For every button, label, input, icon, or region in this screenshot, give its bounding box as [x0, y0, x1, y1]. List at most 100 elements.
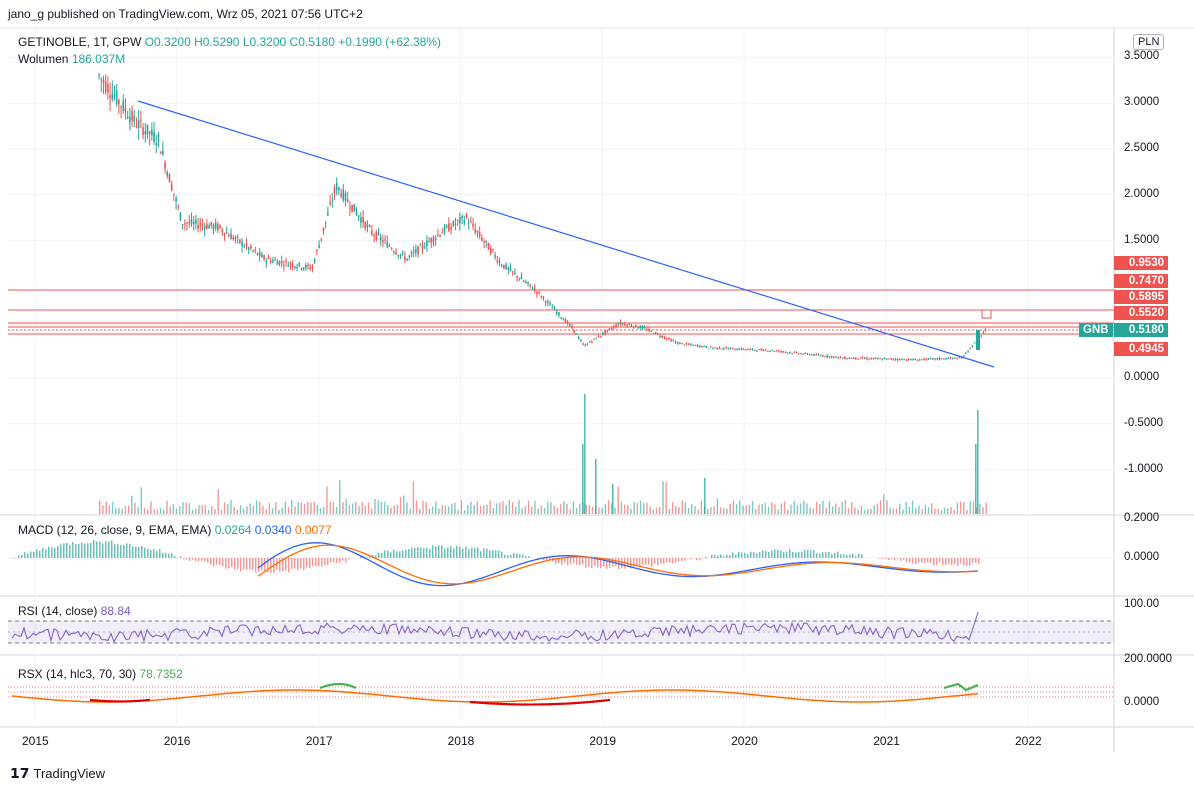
- candle-body: [298, 262, 301, 266]
- macd-bar: [975, 558, 977, 563]
- candle-body: [984, 329, 987, 331]
- volume-bar: [601, 508, 603, 514]
- macd-bar: [57, 545, 59, 558]
- symbol-name[interactable]: GETINOBLE, 1T, GPW: [18, 35, 142, 49]
- candle-body: [912, 359, 914, 361]
- candle-body: [129, 116, 131, 123]
- macd-bar: [129, 543, 131, 558]
- macd-bar: [510, 554, 512, 558]
- candle-body: [126, 116, 129, 119]
- candle-body: [219, 225, 221, 228]
- candle-body: [296, 266, 298, 269]
- candle-body: [261, 254, 263, 258]
- candle-body: [190, 219, 193, 224]
- volume-bar: [847, 508, 850, 514]
- volume-bar: [483, 505, 485, 514]
- rsx-axis-label: 200.0000: [1124, 653, 1172, 665]
- candle-body: [153, 132, 155, 142]
- candle-body: [309, 267, 312, 270]
- macd-bar: [75, 544, 77, 558]
- volume-bar: [348, 504, 351, 514]
- price-axis-label: -1.0000: [1124, 462, 1164, 475]
- macd-bar: [435, 546, 437, 558]
- volume-bar: [463, 509, 466, 514]
- candle-body: [223, 233, 226, 236]
- macd-bar: [108, 541, 110, 558]
- macd-bar: [903, 558, 905, 560]
- symbol-tag: GNB: [1079, 323, 1113, 337]
- volume-bar: [207, 509, 210, 514]
- volume-bar: [678, 507, 680, 514]
- candle-body: [485, 240, 488, 243]
- macd-bar: [45, 549, 47, 558]
- tradingview-logo[interactable]: 𝟭𝟳 TradingView: [10, 765, 105, 782]
- volume-bar: [905, 501, 907, 514]
- macd-bar: [303, 558, 305, 571]
- rsx-value: 78.7352: [139, 667, 183, 681]
- macd-bar: [492, 550, 494, 558]
- candle-body: [947, 358, 950, 360]
- macd-bar: [117, 543, 119, 558]
- macd-bar: [594, 558, 596, 566]
- open-value: O0.3200: [144, 35, 191, 49]
- candle-body: [98, 74, 100, 76]
- volume-bar: [761, 504, 763, 514]
- volume-bar: [803, 500, 805, 514]
- candle-body: [672, 340, 675, 342]
- candle-body: [529, 284, 532, 286]
- candle-body: [291, 263, 294, 267]
- macd-bar: [336, 558, 338, 564]
- volume-bar: [201, 505, 203, 514]
- candle-body: [188, 221, 191, 224]
- candle-body: [148, 131, 151, 134]
- candle-body: [566, 321, 569, 324]
- volume-bar: [377, 500, 379, 514]
- macd-bar: [939, 558, 941, 563]
- volume-bar: [131, 495, 133, 514]
- candle-body: [342, 189, 345, 201]
- volume-bar: [607, 500, 610, 514]
- candle-body: [859, 357, 862, 359]
- volume-bar: [739, 500, 741, 514]
- macd-bar: [246, 558, 248, 570]
- volume-bar: [771, 502, 773, 514]
- candle-body: [511, 271, 514, 273]
- macd-bar: [948, 558, 950, 565]
- candle-body: [969, 348, 972, 350]
- rsi-label[interactable]: RSI (14, close): [18, 604, 98, 618]
- macd-bar: [330, 558, 332, 563]
- volume-bar: [908, 507, 911, 514]
- volume-bar: [380, 501, 383, 514]
- volume-bar: [611, 502, 613, 514]
- macd-bar: [675, 558, 677, 563]
- macd-line: [257, 542, 979, 587]
- candle-body: [945, 358, 947, 360]
- footer-brand: TradingView: [33, 766, 106, 781]
- candle-body: [107, 83, 109, 93]
- volume-bar: [239, 505, 242, 514]
- volume-bar: [319, 508, 322, 514]
- currency-button[interactable]: PLN: [1133, 34, 1165, 50]
- macd-bar: [426, 547, 428, 558]
- candle-body: [384, 239, 386, 241]
- macd-bar: [345, 558, 347, 563]
- rsx-label[interactable]: RSX (14, hlc3, 70, 30): [18, 667, 137, 681]
- macd-bar: [972, 558, 974, 563]
- candle-body: [179, 212, 182, 221]
- macd-bar: [453, 548, 455, 558]
- volume-bar: [758, 504, 760, 514]
- candle-body: [338, 187, 340, 191]
- macd-bar: [891, 558, 893, 560]
- volume-bar: [943, 507, 946, 514]
- macd-bar: [399, 551, 401, 558]
- volume-bar: [886, 500, 888, 514]
- volume-bar: [899, 503, 901, 514]
- volume-bar: [99, 500, 101, 514]
- macd-bar: [309, 558, 311, 569]
- volume-bar: [214, 509, 216, 514]
- macd-label[interactable]: MACD (12, 26, close, 9, EMA, EMA): [18, 523, 212, 537]
- volume-bar: [124, 506, 127, 514]
- macd-bar: [105, 541, 107, 558]
- macd-bar: [474, 548, 476, 558]
